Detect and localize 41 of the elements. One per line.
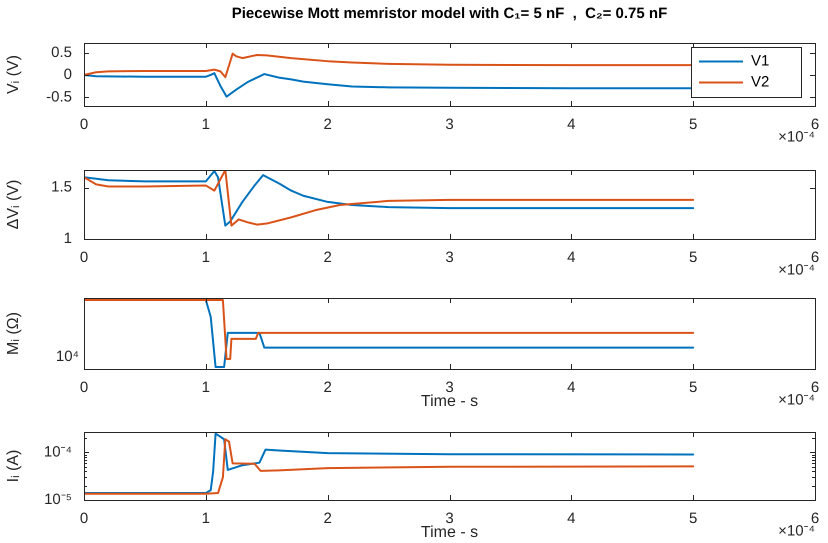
x-tick-label: 5 <box>688 379 698 396</box>
y-tick-label: 1.5 <box>51 178 72 196</box>
y-tick-label: -0.5 <box>46 88 72 106</box>
x-tick-label: 3 <box>445 249 454 266</box>
x-tick-label: 4 <box>567 379 576 396</box>
x-tick-label: 5 <box>688 510 698 528</box>
text: ×10⁻⁴ <box>778 128 815 146</box>
text: ×10⁻⁴ <box>778 262 815 279</box>
y-axis-title: ΔVᵢ (V) <box>5 180 22 230</box>
text: ×10⁻⁴ <box>778 522 815 540</box>
y-tick-label: 0.5 <box>51 44 72 61</box>
y-axis-title: Iᵢ (A) <box>5 450 22 482</box>
x-tick-label: 1 <box>202 510 210 528</box>
x-tick-label: 1 <box>202 379 210 396</box>
x-tick-label: 1 <box>202 116 210 134</box>
text: 10⁴ <box>56 348 79 366</box>
x-tick-label: 1 <box>202 249 210 266</box>
x-tick-label: 5 <box>688 249 698 266</box>
x-tick-label: 2 <box>323 379 332 396</box>
x-tick-label: 4 <box>567 249 576 266</box>
x-tick-label: 4 <box>567 116 576 134</box>
y-axis-title: Mᵢ (Ω) <box>5 312 22 355</box>
legend-label: V1 <box>751 52 770 70</box>
x-tick-label: 4 <box>567 510 576 528</box>
x-tick-label: 2 <box>323 510 332 528</box>
y-tick-label: 1 <box>64 230 72 248</box>
x-tick-label: 0 <box>80 116 88 134</box>
x-tick-label: 3 <box>445 116 454 134</box>
chart-title: Piecewise Mott memristor model with C₁= 5 nF , C₂= 0.75 nF <box>230 5 668 22</box>
y-axis-title: Vᵢ (V) <box>5 55 22 94</box>
x-tick-label: 2 <box>323 116 332 134</box>
y-tick-label: 10⁻⁴ <box>44 444 72 461</box>
x-tick-label: 5 <box>688 116 698 134</box>
x-tick-label: 0 <box>80 379 88 396</box>
x-tick-label: 2 <box>323 249 332 266</box>
y-tick-label: 10⁻⁵ <box>44 491 72 508</box>
x-tick-label: 0 <box>80 510 88 528</box>
x-tick-label: 0 <box>80 249 88 266</box>
text: ×10⁻⁴ <box>778 392 815 409</box>
legend-label: V2 <box>751 74 770 91</box>
y-tick-label: 0 <box>64 66 72 84</box>
